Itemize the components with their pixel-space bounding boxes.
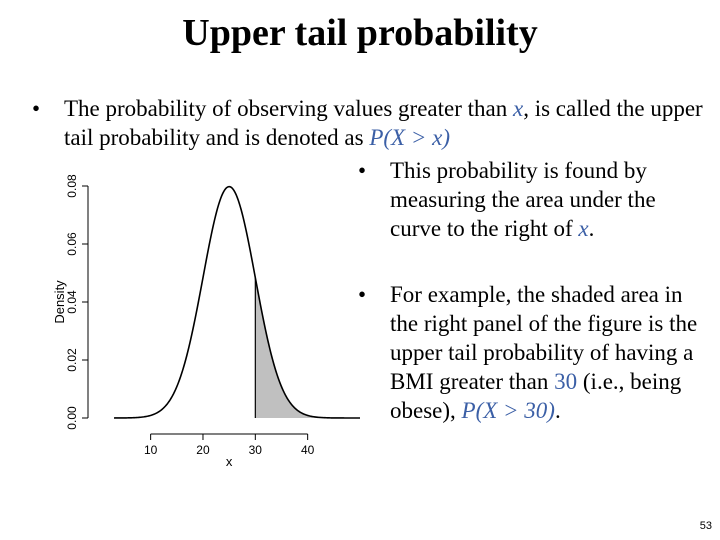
bullet-area-explanation: • This probability is found by measuring… bbox=[358, 156, 700, 243]
probability-expression: P(X > x) bbox=[369, 125, 450, 150]
bullet-marker: • bbox=[358, 158, 367, 183]
bullet-upper-tail-definition: • The probability of observing values gr… bbox=[32, 94, 704, 152]
x-tick-label: 30 bbox=[249, 443, 263, 457]
slide-title: Upper tail probability bbox=[182, 12, 538, 54]
density-chart: 0.00 0.02 0.04 0.06 0.08 10 20 30 40 Density x bbox=[44, 170, 364, 470]
bullet-text: . bbox=[554, 398, 561, 423]
slide-number: 53 bbox=[699, 520, 712, 532]
probability-expression: P(X > 30) bbox=[461, 398, 555, 423]
x-ticks: 10 20 30 40 bbox=[144, 434, 315, 457]
bullet-text: . bbox=[588, 216, 595, 241]
x-tick-label: 40 bbox=[301, 443, 315, 457]
variable-x: x bbox=[578, 216, 589, 241]
upper-tail-shaded-area bbox=[255, 277, 360, 418]
bullet-marker: • bbox=[32, 96, 41, 121]
x-axis-label: x bbox=[226, 454, 233, 469]
y-tick-label: 0.04 bbox=[65, 290, 79, 314]
y-axis-label: Density bbox=[52, 280, 67, 324]
y-tick-label: 0.00 bbox=[65, 406, 79, 430]
bullet-text: For example, the shaded area in the righ… bbox=[390, 282, 698, 394]
bullet-text: This probability is found by measuring t… bbox=[390, 158, 656, 241]
density-plot: 0.00 0.02 0.04 0.06 0.08 10 20 30 40 Density x bbox=[52, 174, 360, 469]
bmi-threshold: 30 bbox=[554, 369, 578, 394]
bullet-text: (i.e., being obese), bbox=[390, 369, 682, 423]
bullet-text: The probability of observing values grea… bbox=[64, 96, 513, 121]
y-ticks: 0.00 0.02 0.04 0.06 0.08 bbox=[65, 174, 88, 430]
variable-x: x bbox=[513, 96, 524, 121]
x-tick-label: 20 bbox=[196, 443, 210, 457]
x-tick-label: 10 bbox=[144, 443, 158, 457]
y-tick-label: 0.08 bbox=[65, 174, 79, 198]
bullet-bmi-example: • For example, the shaded area in the ri… bbox=[358, 280, 700, 425]
bullet-marker: • bbox=[358, 282, 367, 307]
density-curve bbox=[113, 185, 360, 419]
y-tick-label: 0.02 bbox=[65, 348, 79, 372]
bullet-text: , is called the upper tail probability a… bbox=[64, 96, 703, 150]
y-tick-label: 0.06 bbox=[65, 232, 79, 256]
